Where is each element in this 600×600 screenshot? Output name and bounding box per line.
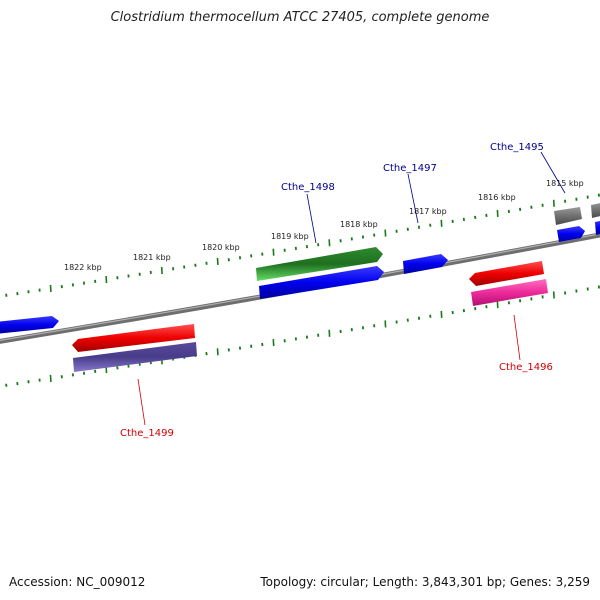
gene-cthe-1495-gray[interactable] [554, 207, 582, 225]
gene-cthe-1497[interactable] [403, 254, 448, 274]
gene-label-cthe-1499[interactable]: Cthe_1499 [120, 428, 174, 439]
gene-blue-right-edge[interactable] [595, 220, 600, 235]
gene-cthe-1498-blue[interactable] [259, 266, 384, 299]
tick-label-1817: 1817 kbp [409, 207, 447, 216]
tick-label-1820: 1820 kbp [202, 243, 240, 252]
gene-cthe-1498-green[interactable] [256, 247, 383, 281]
accession-text: Accession: NC_009012 [9, 575, 146, 589]
gene-cthe-1496-red[interactable] [469, 261, 544, 286]
gene-label-cthe-1497[interactable]: Cthe_1497 [383, 163, 437, 174]
tick-label-1822: 1822 kbp [64, 263, 102, 272]
gene-label-cthe-1495[interactable]: Cthe_1495 [490, 142, 544, 153]
upper-tick-ruler [5, 193, 600, 297]
gene-cthe-1499-red[interactable] [72, 324, 195, 352]
tick-label-1815: 1815 kbp [546, 179, 584, 188]
leader-cthe-1498 [306, 193, 317, 244]
tick-label-1818: 1818 kbp [340, 220, 378, 229]
tick-label-1816: 1816 kbp [478, 193, 516, 202]
map-title: Clostridium thermocellum ATCC 27405, com… [110, 10, 490, 25]
gene-gray-right-edge[interactable] [591, 202, 600, 218]
gene-label-cthe-1498[interactable]: Cthe_1498 [281, 182, 335, 193]
gene-cthe-1495-blue[interactable] [557, 226, 585, 242]
leader-cthe-1495 [540, 151, 566, 194]
gene-label-cthe-1496[interactable]: Cthe_1496 [499, 362, 553, 373]
leader-cthe-1497 [407, 173, 419, 224]
leader-cthe-1499 [137, 378, 146, 426]
gene-cthe-1499-purple[interactable] [73, 342, 197, 372]
gene-blue-left-edge[interactable] [0, 316, 59, 334]
tick-label-1819: 1819 kbp [271, 232, 309, 241]
leader-cthe-1496 [513, 314, 521, 361]
tick-label-1821: 1821 kbp [133, 253, 171, 262]
lower-tick-ruler [5, 285, 600, 387]
genome-summary-text: Topology: circular; Length: 3,843,301 bp… [260, 575, 590, 589]
gene-cthe-1496-pink[interactable] [471, 279, 548, 306]
